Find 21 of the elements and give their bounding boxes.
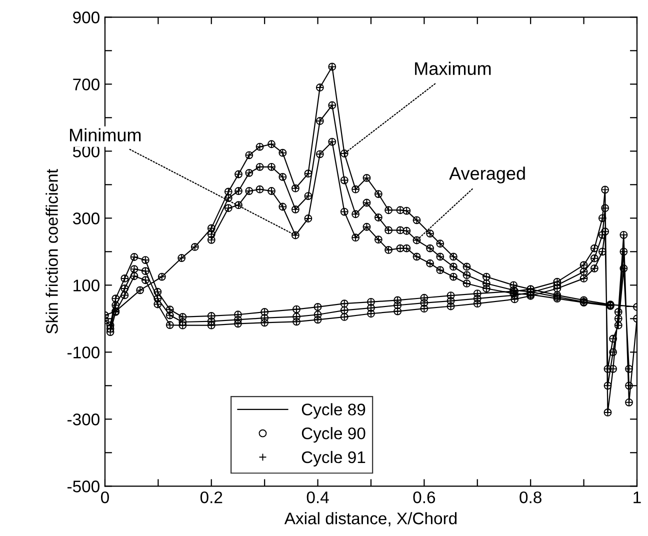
annotation: Maximum — [415, 62, 491, 76]
y-tick-label: -300 — [68, 414, 100, 426]
annotation: Averaged — [449, 166, 525, 184]
x-axis-title: Axial distance, X/Chord — [284, 512, 457, 526]
legend-label: Cycle 91 — [302, 450, 366, 466]
y-tick-label: 900 — [73, 12, 100, 24]
y-axis-title: Skin friction coefficient — [46, 169, 58, 334]
y-tick-label: -100 — [68, 346, 100, 358]
x-tick-label: 1 — [634, 492, 641, 504]
x-tick-label: 0.4 — [306, 491, 329, 504]
legend-label: Cycle 89 — [302, 403, 366, 419]
x-tick-label: 0.6 — [413, 491, 436, 504]
x-tick-label: 0.2 — [200, 491, 222, 504]
y-tick-label: 300 — [72, 212, 100, 224]
x-tick-label: 0.8 — [520, 491, 542, 504]
annotation: Minimum — [70, 128, 141, 142]
y-tick-label: 100 — [74, 280, 100, 292]
x-tick-label: 0 — [100, 491, 109, 504]
y-tick-label: 700 — [73, 78, 100, 90]
legend-label: Cycle 90 — [302, 427, 366, 443]
y-tick-label: -500 — [68, 480, 100, 492]
